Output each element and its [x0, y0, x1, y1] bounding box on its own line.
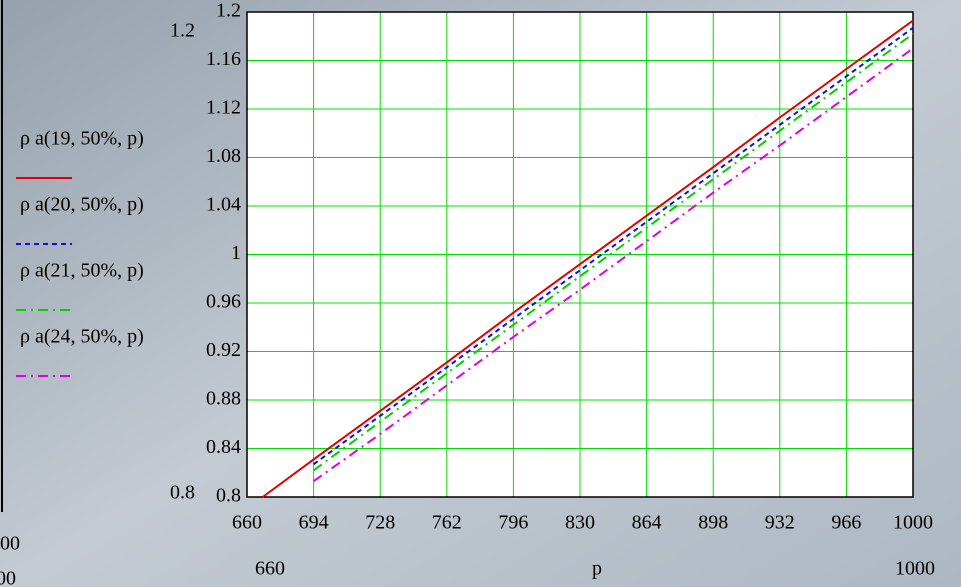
y-tick-label: 0.8 [216, 485, 241, 507]
legend-label: ρ a(21, 50%, p) [20, 260, 144, 282]
y-tick-label: 1.12 [206, 97, 241, 119]
x-tick-label: 932 [765, 512, 795, 534]
x-tick-label: 796 [498, 512, 528, 534]
plot-border [246, 11, 914, 498]
y-tick-label: 0.92 [206, 339, 241, 361]
y-tick-label: 1.08 [206, 145, 241, 167]
cut-off-text: 00 [0, 533, 20, 555]
legend-label: ρ a(24, 50%, p) [20, 326, 144, 348]
y-tick-label: 0.96 [206, 291, 241, 313]
x-tick-label: 762 [432, 512, 462, 534]
x-axis-label: p [592, 558, 602, 580]
legend-label: ρ a(20, 50%, p) [20, 194, 144, 216]
x-limit-label: 660 [255, 558, 285, 580]
x-tick-label: 966 [831, 512, 861, 534]
series-line [313, 32, 914, 472]
y-tick-label: 1.04 [206, 194, 241, 216]
legend-label: ρ a(19, 50%, p) [20, 128, 144, 150]
series-line [262, 19, 914, 498]
x-tick-label: 1000 [893, 512, 933, 534]
x-tick-label: 864 [632, 512, 662, 534]
y-limit-label: 0.8 [170, 482, 195, 504]
plot: 0.8 0.84 0.88 0.92 0.96 1 1.04 1.08 1.12 1.16 1.2 6… [16, 0, 933, 534]
y-tick-label: 1.16 [206, 48, 241, 70]
x-tick-label: 660 [232, 512, 262, 534]
series-line [313, 26, 914, 466]
x-tick-label: 830 [565, 512, 595, 534]
y-tick-label: 0.88 [206, 388, 241, 410]
cut-off-text: 00 [0, 568, 16, 587]
x-tick-label: 898 [698, 512, 728, 534]
y-tick-label: 1.2 [216, 0, 241, 22]
x-tick-label: 694 [299, 512, 329, 534]
y-tick-label: 1 [231, 242, 241, 264]
y-limit-label: 1.2 [170, 20, 195, 42]
y-tick-label: 0.84 [206, 436, 241, 458]
x-limit-label: 1000 [895, 558, 935, 580]
x-tick-label: 728 [365, 512, 395, 534]
